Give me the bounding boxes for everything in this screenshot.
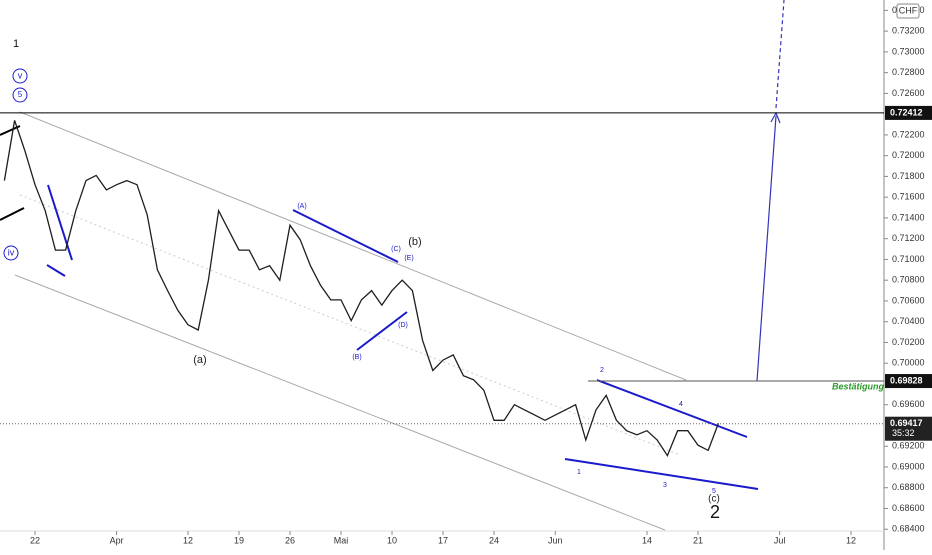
y-tick-label: 0.73200: [892, 26, 925, 36]
y-tick-label: 0.68800: [892, 482, 925, 492]
last-price-label: 0.69417: [890, 418, 923, 428]
y-tick-label: 0.68600: [892, 503, 925, 513]
annotation: iv: [8, 247, 15, 257]
x-tick-label: Jul: [774, 535, 786, 545]
x-tick-label: 10: [387, 535, 397, 545]
x-tick-label: 21: [693, 535, 703, 545]
annotation: (c): [708, 494, 720, 505]
annotation: 5: [18, 90, 23, 99]
annotation-circle: [12, 68, 28, 84]
y-tick-label: 0.70000: [892, 358, 925, 368]
trend-line: [356, 311, 408, 351]
level-label: 0.69828: [890, 375, 923, 385]
y-tick-label: 0.72800: [892, 67, 925, 77]
annotation: 2: [600, 367, 604, 374]
x-tick-label: 26: [285, 535, 295, 545]
y-tick-label: 0.73000: [892, 46, 925, 56]
annotation: (A): [297, 203, 306, 210]
channel-mid: [19, 194, 681, 456]
y-tick-label: 0.70800: [892, 275, 925, 285]
y-tick-label: 0.71600: [892, 192, 925, 202]
y-tick-label: 0.69200: [892, 441, 925, 451]
annotation: (C): [391, 246, 401, 253]
x-tick-label: 12: [846, 535, 856, 545]
annotation: 2: [710, 502, 720, 522]
trend-line: [47, 184, 73, 261]
annotation: (B): [352, 354, 361, 361]
price-axis: [884, 0, 932, 550]
trend-line: [292, 209, 399, 263]
x-tick-label: 22: [30, 535, 40, 545]
y-tick-label: 0.71800: [892, 171, 925, 181]
currency: CHF: [899, 5, 918, 15]
annotation: Bestätigung: [832, 381, 885, 391]
price-line: [3, 120, 720, 457]
x-tick-label: 14: [642, 535, 652, 545]
level-label-box: [885, 105, 932, 120]
x-tick-label: Mai: [334, 535, 349, 545]
level-label: 0.72412: [890, 107, 923, 117]
y-tick-label: 0.72000: [892, 150, 925, 160]
annotation: (b): [408, 236, 421, 248]
annotation: 4: [679, 401, 683, 408]
y-tick-label: 0.70200: [892, 337, 925, 347]
x-tick-label: Jun: [548, 535, 563, 545]
x-tick-label: 19: [234, 535, 244, 545]
annotation-circle: [12, 87, 28, 103]
annotation: 1: [577, 469, 581, 476]
y-tick-label: 0.72200: [892, 129, 925, 139]
x-tick-label: 24: [489, 535, 499, 545]
trend-line: [564, 458, 759, 490]
y-tick-label: 0.69600: [892, 399, 925, 409]
x-tick-label: Apr: [110, 535, 124, 545]
annotation: v: [18, 70, 23, 80]
y-tick-label: 0.71200: [892, 233, 925, 243]
annotation: (E): [404, 255, 413, 262]
y-tick-label: 0.71400: [892, 212, 925, 222]
currency-box: [896, 3, 920, 19]
annotation: (D): [398, 322, 408, 329]
level-label-box: [885, 374, 932, 389]
x-tick-label: 17: [438, 535, 448, 545]
y-tick-label: 0.70600: [892, 295, 925, 305]
annotation: 5: [712, 488, 716, 495]
trend-line: [46, 264, 66, 277]
annotation: 3: [663, 482, 667, 489]
x-tick-label: 12: [183, 535, 193, 545]
y-tick-label: 0.69000: [892, 461, 925, 471]
pattern-lines: [46, 184, 759, 490]
y-tick-label: 0.68400: [892, 524, 925, 534]
annotation: (a): [193, 354, 206, 366]
last-price-box: [885, 416, 932, 441]
channel-lower: [14, 274, 666, 531]
y-tick-label: 0.70400: [892, 316, 925, 326]
channel-upper: [19, 111, 687, 381]
countdown: 35:32: [892, 428, 915, 438]
annotation-circle: [3, 245, 19, 261]
y-tick-label: 0.71000: [892, 254, 925, 264]
annotation: 1: [13, 38, 19, 50]
y-tick-label: 0.72600: [892, 88, 925, 98]
trend-line: [0, 207, 25, 221]
trend-line: [596, 379, 748, 438]
target-arrow: [756, 115, 777, 382]
